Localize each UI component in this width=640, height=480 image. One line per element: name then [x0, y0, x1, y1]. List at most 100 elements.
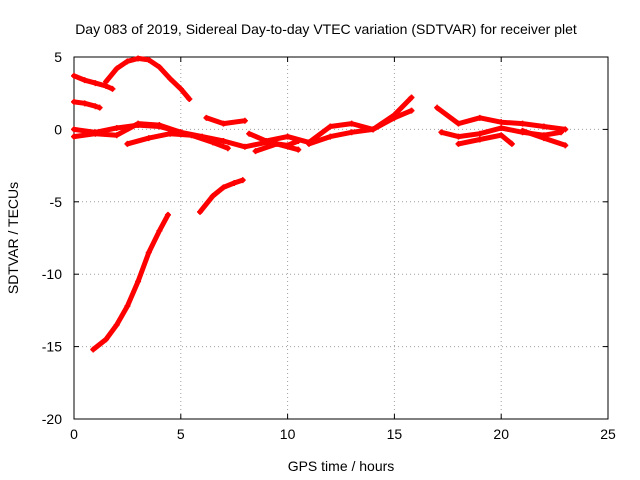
series-arc-i [252, 140, 302, 155]
series-arc-f [124, 130, 231, 152]
data-point [239, 177, 246, 184]
series-arc-b [103, 55, 193, 102]
data-point [540, 123, 547, 130]
series-line [197, 177, 246, 215]
plot-frame [73, 56, 609, 420]
data-point [103, 336, 110, 343]
data-point [455, 140, 462, 147]
data-point [96, 104, 103, 111]
series-arc-p [197, 177, 246, 215]
data-point [476, 136, 483, 143]
series-arc-m [455, 132, 515, 147]
data-point [241, 117, 248, 124]
data-point [295, 146, 302, 153]
data-point [145, 135, 152, 142]
data-point [156, 122, 163, 129]
series-arc-k [434, 104, 569, 133]
data-point [109, 85, 116, 92]
data-point [71, 72, 77, 79]
data-point [348, 120, 355, 127]
series-arc-c [71, 98, 103, 111]
data-point [197, 208, 204, 215]
data-point [540, 135, 547, 142]
data-point [145, 56, 152, 63]
data-point [263, 137, 270, 144]
data-point [438, 129, 445, 136]
data-point [209, 193, 216, 200]
data-point [124, 303, 131, 310]
data-point [498, 124, 505, 131]
y-tick-label: 5 [54, 49, 62, 65]
y-axis-label: SDTVAR / TECUs [5, 182, 21, 294]
data-point [113, 124, 120, 131]
series-line [203, 115, 248, 127]
data-point [124, 58, 131, 65]
data-point [92, 103, 99, 110]
y-tick-label: -20 [42, 411, 62, 427]
data-point [220, 184, 227, 191]
series-arc-j [305, 107, 415, 147]
x-tick-label: 5 [177, 426, 185, 442]
data-point [498, 132, 505, 139]
data-point [220, 137, 227, 144]
data-point [71, 133, 77, 140]
data-point [408, 107, 415, 114]
data-point [203, 114, 210, 121]
ticks-layer: 0 5 10 15 20 25 5 0 -5 -10 -15 -20 [42, 49, 616, 442]
series-line [71, 121, 184, 140]
data-point [476, 130, 483, 137]
data-point [167, 130, 174, 137]
data-point [327, 123, 334, 130]
series-arc-n [519, 127, 569, 149]
data-point [246, 130, 253, 137]
series-line [90, 212, 171, 352]
x-tick-label: 25 [600, 426, 616, 442]
data-point [167, 75, 174, 82]
data-point [434, 104, 441, 111]
data-point [81, 100, 88, 107]
data-point [81, 77, 88, 84]
data-point [391, 114, 398, 121]
data-point [231, 179, 238, 186]
data-point [241, 143, 248, 150]
data-point [273, 140, 280, 147]
x-tick-label: 10 [280, 426, 296, 442]
data-point [113, 321, 120, 328]
chart-title: Day 083 of 2019, Sidereal Day-to-day VTE… [75, 21, 577, 37]
data-point [103, 78, 110, 85]
y-tick-label: -5 [50, 194, 63, 210]
data-point [135, 278, 142, 285]
series-line [124, 131, 231, 151]
data-point [135, 55, 142, 62]
data-point [519, 120, 526, 127]
data-point [370, 126, 377, 133]
data-point [156, 227, 163, 234]
data-point [305, 140, 312, 147]
data-point [135, 120, 142, 127]
series-line [456, 132, 515, 147]
data-point [209, 139, 216, 146]
data-point [476, 114, 483, 121]
data-point [224, 145, 231, 152]
series-arc-e [71, 120, 184, 140]
x-axis-label: GPS time / hours [288, 458, 395, 474]
series-line [103, 55, 192, 102]
data-point [186, 95, 193, 102]
data-point [71, 98, 77, 105]
data-point [220, 120, 227, 127]
data-point [113, 132, 120, 139]
points-layer [71, 55, 569, 353]
x-tick-label: 20 [493, 426, 509, 442]
y-tick-label: 0 [54, 121, 62, 137]
x-tick-label: 15 [387, 426, 403, 442]
data-point [348, 129, 355, 136]
data-point [164, 211, 171, 218]
data-point [92, 80, 99, 87]
data-point [71, 126, 77, 133]
data-point [284, 133, 291, 140]
data-point [455, 133, 462, 140]
data-point [519, 127, 526, 134]
data-point [508, 140, 515, 147]
data-point [156, 64, 163, 71]
